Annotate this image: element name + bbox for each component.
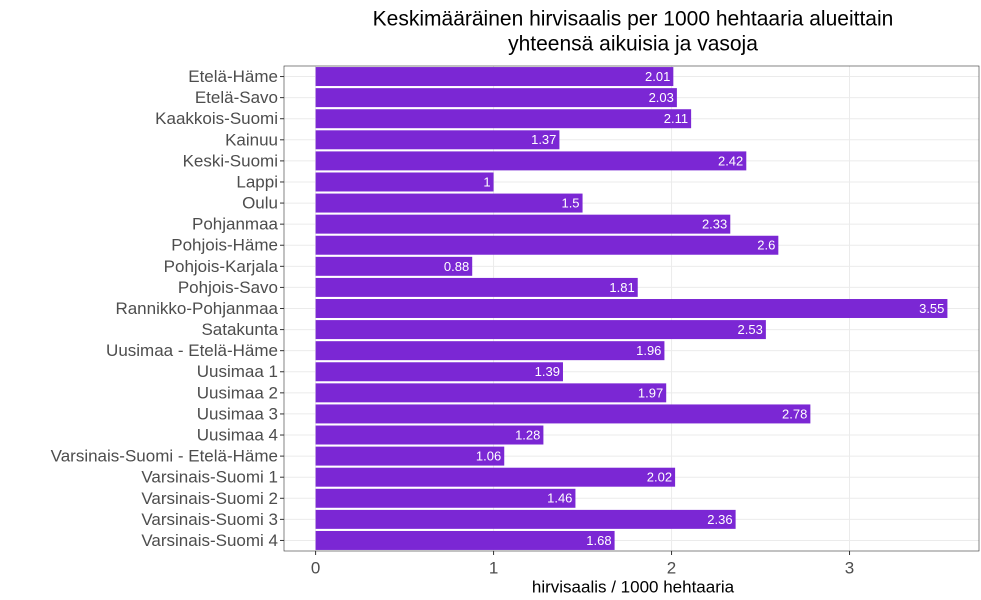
value-label: 1.96 (636, 343, 661, 358)
value-label: 2.11 (664, 111, 688, 126)
bar (315, 320, 766, 340)
y-tick-label: Kainuu (225, 130, 278, 149)
value-label: 1 (483, 174, 490, 189)
bar (315, 256, 473, 276)
y-tick-label: Uusimaa 2 (197, 383, 278, 402)
value-label: 1.46 (547, 491, 572, 506)
bar (315, 172, 494, 192)
value-label: 1.28 (515, 427, 540, 442)
bar (315, 277, 638, 297)
y-tick-label: Satakunta (201, 320, 278, 339)
value-label: 1.06 (476, 449, 501, 464)
y-tick-label: Pohjois-Karjala (164, 257, 279, 276)
panel-border (283, 65, 980, 552)
bar (315, 109, 692, 129)
value-label: 2.33 (702, 217, 727, 232)
x-axis-title: hirvisaalis / 1000 hehtaaria (532, 577, 735, 596)
bar (315, 404, 811, 424)
x-tick-label: 3 (845, 558, 854, 577)
bar (315, 446, 505, 466)
y-tick-label: Varsinais-Suomi 2 (141, 489, 278, 508)
y-tick-label: Varsinais-Suomi 1 (141, 468, 278, 487)
value-label: 1.37 (531, 132, 556, 147)
y-tick-label: Uusimaa - Etelä-Häme (106, 341, 278, 360)
y-tick-label: Pohjois-Häme (171, 236, 278, 255)
value-label: 2.03 (649, 90, 674, 105)
y-tick-label: Etelä-Savo (195, 88, 278, 107)
bar (315, 193, 583, 213)
bar (315, 88, 677, 108)
bar (315, 214, 731, 234)
y-tick-label: Pohjanmaa (192, 215, 279, 234)
bar (315, 488, 576, 508)
bar (315, 67, 674, 87)
bar (315, 151, 747, 171)
value-label: 2.36 (707, 512, 732, 527)
value-label: 2.42 (718, 153, 743, 168)
value-label: 1.5 (561, 196, 579, 211)
y-tick-label: Varsinais-Suomi 4 (141, 531, 278, 550)
y-tick-label: Uusimaa 3 (197, 404, 278, 423)
value-label: 2.78 (782, 406, 807, 421)
bar (315, 362, 563, 382)
x-tick-label: 1 (489, 558, 498, 577)
bar (315, 299, 948, 318)
x-tick-label: 0 (311, 558, 320, 577)
y-tick-label: Uusimaa 4 (197, 426, 278, 445)
value-label: 3.55 (919, 301, 944, 316)
value-label: 2.02 (647, 470, 672, 485)
value-label: 1.68 (586, 533, 611, 548)
value-label: 2.01 (645, 69, 670, 84)
y-tick-label: Kaakkois-Suomi (155, 109, 278, 128)
y-tick-label: Rannikko-Pohjanmaa (115, 299, 278, 318)
x-tick-label: 2 (667, 558, 676, 577)
bar (315, 509, 736, 529)
bar (315, 383, 667, 403)
bar (315, 235, 779, 255)
y-tick-label: Varsinais-Suomi - Etelä-Häme (51, 447, 278, 466)
bar (315, 130, 560, 150)
y-tick-label: Etelä-Häme (188, 67, 278, 86)
chart-title: Keskimääräinen hirvisaalis per 1000 heht… (373, 8, 894, 31)
value-label: 1.81 (609, 280, 634, 295)
y-tick-label: Lappi (236, 172, 278, 191)
y-tick-label: Keski-Suomi (183, 151, 278, 170)
y-tick-label: Pohjois-Savo (178, 278, 278, 297)
value-label: 1.39 (535, 364, 560, 379)
value-label: 2.53 (738, 322, 763, 337)
value-label: 2.6 (757, 238, 775, 253)
value-label: 1.97 (638, 385, 663, 400)
bar (315, 530, 615, 550)
y-tick-label: Oulu (242, 194, 278, 213)
y-tick-label: Varsinais-Suomi 3 (141, 510, 278, 529)
y-tick-label: Uusimaa 1 (197, 362, 278, 381)
value-label: 0.88 (444, 259, 469, 274)
bar (315, 425, 544, 445)
chart-title: yhteensä aikuisia ja vasoja (508, 33, 758, 56)
bar (315, 341, 665, 361)
bar (315, 467, 676, 487)
